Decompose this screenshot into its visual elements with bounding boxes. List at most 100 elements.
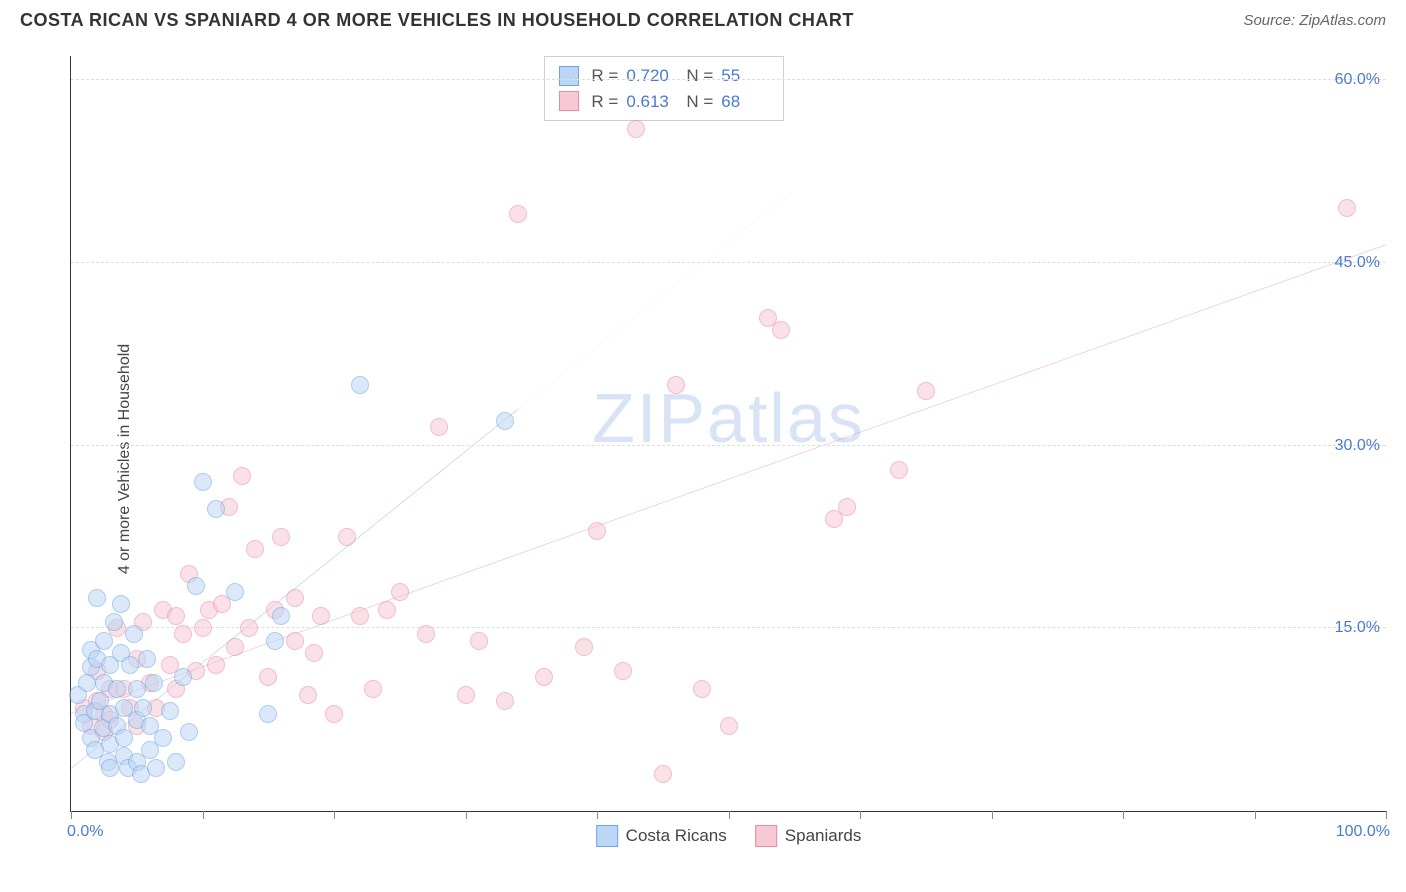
scatter-point [496,692,514,710]
scatter-point [509,205,527,223]
scatter-point [180,723,198,741]
scatter-point [890,461,908,479]
x-tick [1123,811,1124,819]
scatter-point [259,705,277,723]
x-tick [1386,811,1387,819]
scatter-point [351,607,369,625]
scatter-point [286,632,304,650]
scatter-point [378,601,396,619]
scatter-point [654,765,672,783]
scatter-point [470,632,488,650]
scatter-point [575,638,593,656]
scatter-point [108,680,126,698]
scatter-point [417,625,435,643]
scatter-point [286,589,304,607]
scatter-point [88,589,106,607]
scatter-point [115,729,133,747]
scatter-point [614,662,632,680]
n-value-spaniards: 68 [721,89,769,115]
scatter-point [266,632,284,650]
stats-legend-box: R = 0.720 N = 55 R = 0.613 N = 68 [544,56,784,121]
scatter-point [194,619,212,637]
scatter-point [154,729,172,747]
scatter-point [134,699,152,717]
scatter-point [917,382,935,400]
scatter-point [338,528,356,546]
scatter-point [207,656,225,674]
scatter-point [496,412,514,430]
scatter-point [693,680,711,698]
y-tick-label: 30.0% [1335,437,1380,455]
gridline-h [71,445,1386,446]
scatter-point [838,498,856,516]
stats-row-costa-ricans: R = 0.720 N = 55 [559,63,769,89]
trend-lines [71,56,1386,811]
scatter-point [246,540,264,558]
scatter-point [125,625,143,643]
gridline-h [71,262,1386,263]
scatter-point [145,674,163,692]
legend-swatch-costa-ricans [596,825,618,847]
x-axis-min-label: 0.0% [67,823,103,841]
bottom-legend: Costa Ricans Spaniards [596,825,862,847]
y-tick-label: 45.0% [1335,254,1380,272]
r-value-spaniards: 0.613 [626,89,674,115]
scatter-point [312,607,330,625]
scatter-point [78,674,96,692]
scatter-point [272,607,290,625]
x-tick [729,811,730,819]
legend-item-costa-ricans: Costa Ricans [596,825,727,847]
n-value-costa-ricans: 55 [721,63,769,89]
chart-title: COSTA RICAN VS SPANIARD 4 OR MORE VEHICL… [20,10,854,31]
scatter-point [627,120,645,138]
n-label: N = [686,89,713,115]
scatter-point [535,668,553,686]
x-tick [334,811,335,819]
scatter-point [240,619,258,637]
r-label: R = [591,89,618,115]
scatter-point [147,759,165,777]
scatter-point [1338,199,1356,217]
swatch-spaniards [559,91,579,111]
scatter-point [457,686,475,704]
scatter-point [194,473,212,491]
scatter-point [430,418,448,436]
scatter-point [272,528,290,546]
x-tick [597,811,598,819]
x-tick [71,811,72,819]
scatter-point [226,638,244,656]
scatter-point [112,595,130,613]
scatter-point [167,753,185,771]
scatter-point [207,500,225,518]
chart-container: 4 or more Vehicles in Household ZIPatlas… [20,46,1386,872]
x-tick [203,811,204,819]
scatter-point [121,656,139,674]
swatch-costa-ricans [559,66,579,86]
legend-label-costa-ricans: Costa Ricans [626,826,727,846]
scatter-point [588,522,606,540]
scatter-point [772,321,790,339]
scatter-point [305,644,323,662]
stats-row-spaniards: R = 0.613 N = 68 [559,89,769,115]
scatter-point [391,583,409,601]
scatter-point [161,702,179,720]
source-attribution: Source: ZipAtlas.com [1243,12,1386,29]
gridline-h [71,627,1386,628]
y-tick-label: 60.0% [1335,71,1380,89]
legend-label-spaniards: Spaniards [785,826,862,846]
r-label: R = [591,63,618,89]
gridline-h [71,79,1386,80]
scatter-point [364,680,382,698]
scatter-point [226,583,244,601]
scatter-point [174,668,192,686]
n-label: N = [686,63,713,89]
scatter-point [174,625,192,643]
scatter-point [299,686,317,704]
r-value-costa-ricans: 0.720 [626,63,674,89]
x-tick [860,811,861,819]
x-tick [992,811,993,819]
scatter-point [128,680,146,698]
scatter-point [138,650,156,668]
watermark: ZIPatlas [592,378,865,458]
legend-item-spaniards: Spaniards [755,825,862,847]
